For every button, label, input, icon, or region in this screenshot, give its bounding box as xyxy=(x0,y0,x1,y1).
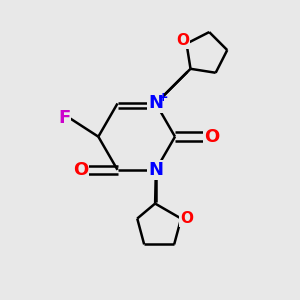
Text: O: O xyxy=(204,128,220,146)
Text: N: N xyxy=(148,161,163,179)
Text: O: O xyxy=(176,34,189,49)
Text: F: F xyxy=(58,109,70,127)
Text: +: + xyxy=(158,91,169,104)
Text: N: N xyxy=(148,94,163,112)
Text: O: O xyxy=(180,211,193,226)
Text: O: O xyxy=(73,161,88,179)
